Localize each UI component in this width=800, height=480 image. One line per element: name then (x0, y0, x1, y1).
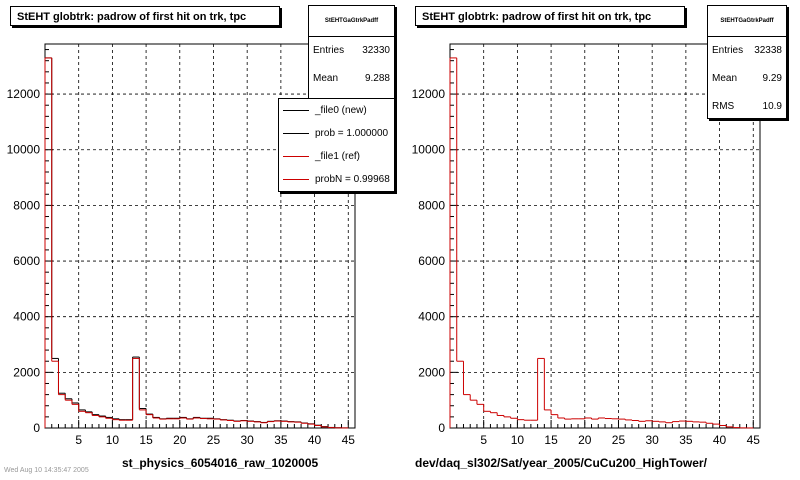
right-x-tick-label: 45 (747, 433, 761, 447)
right-y-tick-label: 8000 (418, 198, 445, 212)
right-x-axis-label: dev/daq_sl302/Sat/year_2005/CuCu200_High… (415, 456, 707, 470)
left-chart-title: StEHT globtrk: padrow of first hit on tr… (10, 6, 280, 26)
left-y-tick-label: 2000 (13, 365, 40, 379)
left-y-tick-label: 10000 (7, 143, 41, 157)
legend-label-file0: _file0 (new) (315, 105, 367, 116)
right-stats-mean-value: 9.29 (762, 73, 782, 84)
left-stats-entries-row: Entries 32330 (309, 37, 394, 65)
right-x-tick-label: 5 (480, 433, 487, 447)
left-stats-entries-label: Entries (313, 45, 345, 56)
left-series-1 (44, 57, 349, 429)
right-x-tick-label: 40 (713, 433, 727, 447)
left-x-tick-label: 35 (274, 433, 288, 447)
right-y-tick-label: 6000 (418, 254, 445, 268)
right-stats-rms-label: RMS (712, 101, 735, 112)
left-x-tick-label: 20 (173, 433, 187, 447)
left-chart-panel: 5 10 15 20 25 30 35 40 45 2000 4000 6000 8000 10000 12… (0, 0, 395, 480)
right-stats-entries-row: Entries 32338 (708, 37, 786, 65)
left-stats-mean-label: Mean (313, 73, 339, 84)
legend-label-prob: prob = 1.000000 (315, 128, 389, 139)
right-stats-entries-label: Entries (712, 45, 744, 56)
legend-entry-probn: probN = 0.99968 (279, 168, 394, 191)
right-x-tick-label: 20 (578, 433, 592, 447)
right-x-tick-label: 10 (511, 433, 525, 447)
legend-swatch-prob (283, 133, 309, 134)
legend-label-file1: _file1 (ref) (315, 151, 361, 162)
left-legend: _file0 (new) prob = 1.000000 _file1 (ref… (278, 98, 395, 192)
left-x-tick-label: 45 (342, 433, 356, 447)
left-x-tick-label: 15 (139, 433, 153, 447)
right-y-tick-label-zero: 0 (438, 421, 445, 435)
left-stats-mean-row: Mean 9.288 (309, 65, 394, 93)
left-x-tick-label: 25 (207, 433, 221, 447)
left-stats-box: StEHTGaGtrkPadff Entries 32330 Mean 9.28… (308, 5, 395, 99)
left-y-tick-label: 8000 (13, 198, 40, 212)
right-y-tick-label: 4000 (418, 310, 445, 324)
legend-swatch-file0 (283, 110, 309, 111)
left-y-tick-label: 4000 (13, 310, 40, 324)
right-stats-mean-label: Mean (712, 73, 738, 84)
left-y-tick-label-zero: 0 (33, 421, 40, 435)
legend-swatch-file1 (283, 156, 309, 157)
left-y-tick-label: 6000 (13, 254, 40, 268)
right-chart-title: StEHT globtrk: padrow of first hit on tr… (415, 6, 685, 26)
right-x-tick-label: 35 (679, 433, 693, 447)
left-x-tick-label: 30 (240, 433, 254, 447)
right-stats-mean-row: Mean 9.29 (708, 65, 786, 93)
right-x-tick-label: 15 (544, 433, 558, 447)
left-stats-name: StEHTGaGtrkPadff (309, 6, 394, 37)
left-x-tick-label: 10 (106, 433, 120, 447)
left-y-tick-label: 12000 (7, 87, 41, 101)
right-x-tick-label: 30 (645, 433, 659, 447)
right-stats-box: StEHTGaGtrkPadff Entries 32338 Mean 9.29… (707, 5, 787, 119)
right-chart-panel: 5 10 15 20 25 30 35 40 45 2000 4000 6000 8000 10000 12… (405, 0, 800, 480)
right-x-tick-label: 25 (612, 433, 626, 447)
right-stats-entries-value: 32338 (754, 45, 782, 56)
legend-entry-file1: _file1 (ref) (279, 145, 394, 168)
right-y-tick-label: 10000 (412, 143, 446, 157)
left-x-tick-label: 5 (75, 433, 82, 447)
right-stats-name: StEHTGaGtrkPadff (708, 6, 786, 37)
left-x-axis-label: st_physics_6054016_raw_1020005 (122, 456, 319, 470)
legend-entry-file0: _file0 (new) (279, 99, 394, 122)
left-stats-entries-value: 32330 (362, 45, 390, 56)
footer-timestamp: Wed Aug 10 14:35:47 2005 (4, 467, 89, 474)
right-stats-rms-row: RMS 10.9 (708, 93, 786, 121)
left-x-tick-label: 40 (308, 433, 322, 447)
right-stats-rms-value: 10.9 (762, 101, 782, 112)
right-series-0 (449, 57, 754, 429)
left-stats-mean-value: 9.288 (364, 73, 390, 84)
right-y-tick-label: 2000 (418, 365, 445, 379)
legend-label-probn: probN = 0.99968 (315, 174, 390, 185)
legend-entry-prob: prob = 1.000000 (279, 122, 394, 145)
right-y-tick-label: 12000 (412, 87, 446, 101)
legend-swatch-probn (283, 179, 309, 180)
